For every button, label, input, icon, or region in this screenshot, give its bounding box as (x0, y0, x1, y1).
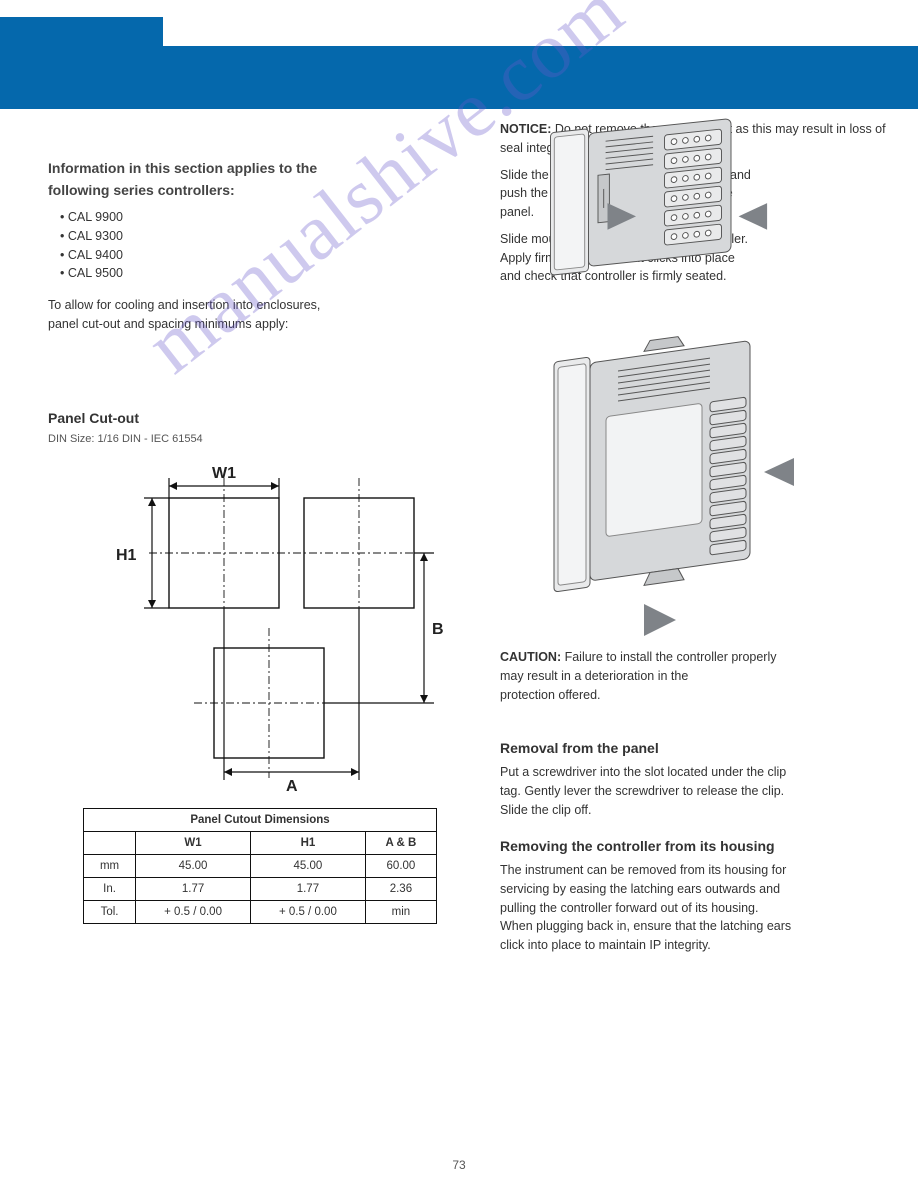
series-item: CAL 9400 (60, 246, 478, 265)
device-illustration-bottom (540, 336, 800, 636)
col-h1: H1 (250, 832, 365, 855)
removing-l5: click into place to maintain IP integrit… (500, 938, 711, 952)
table-cell: 2.36 (365, 878, 436, 901)
allow-l2: panel cut-out and spacing minimums apply… (48, 317, 288, 331)
removing-title: Removing the controller from its housing (500, 836, 900, 857)
caution-block: CAUTION: Failure to install the controll… (500, 648, 900, 712)
table-cell: In. (84, 878, 136, 901)
col-blank (84, 832, 136, 855)
table-cell: 60.00 (365, 855, 436, 878)
table-cell: mm (84, 855, 136, 878)
section-headline: Information in this section applies to t… (48, 158, 317, 201)
table-cell: 45.00 (250, 855, 365, 878)
removing-l4: When plugging back in, ensure that the l… (500, 919, 791, 933)
header-bar (0, 46, 918, 109)
table-cell: + 0.5 / 0.00 (136, 901, 251, 924)
removing-l3: pulling the controller forward out of it… (500, 901, 758, 915)
caution-t2: may result in a deterioration in the (500, 669, 688, 683)
panel-cutout-title: Panel Cut-out (48, 408, 478, 429)
caution-label: CAUTION: (500, 650, 561, 664)
table-cell: + 0.5 / 0.00 (250, 901, 365, 924)
label-b: B (432, 621, 444, 638)
device-illustration-top (540, 110, 770, 300)
removing-l1: The instrument can be removed from its h… (500, 863, 786, 877)
label-h1: H1 (116, 547, 137, 564)
headline-line2: following series controllers: (48, 182, 235, 198)
table-cell: 1.77 (136, 878, 251, 901)
removing-l2: servicing by easing the latching ears ou… (500, 882, 780, 896)
removal-l1: Put a screwdriver into the slot located … (500, 765, 786, 779)
cutout-table: Panel Cutout Dimensions W1 H1 A & B mm 4… (83, 808, 437, 924)
label-a: A (286, 778, 298, 795)
table-cell: min (365, 901, 436, 924)
table-cell: 1.77 (250, 878, 365, 901)
col-ab: A & B (365, 832, 436, 855)
table-title: Panel Cutout Dimensions (84, 809, 437, 832)
col-w1: W1 (136, 832, 251, 855)
removal-l3: Slide the clip off. (500, 803, 592, 817)
caution-t1: Failure to install the controller proper… (565, 650, 777, 664)
allow-l1: To allow for cooling and insertion into … (48, 298, 320, 312)
series-item: CAL 9900 (60, 208, 478, 227)
caution-t3: protection offered. (500, 688, 601, 702)
headline-line1: Information in this section applies to t… (48, 160, 317, 176)
removal-text: Put a screwdriver into the slot located … (500, 763, 900, 819)
allow-text: To allow for cooling and insertion into … (48, 296, 478, 334)
series-list: CAL 9900 CAL 9300 CAL 9400 CAL 9500 (60, 208, 478, 283)
series-item: CAL 9300 (60, 227, 478, 246)
removing-text: The instrument can be removed from its h… (500, 861, 900, 955)
page-number: 73 (0, 1158, 918, 1172)
slide-l3: panel. (500, 205, 534, 219)
series-item: CAL 9500 (60, 264, 478, 283)
removal-l2: tag. Gently lever the screwdriver to rel… (500, 784, 784, 798)
panel-cutout-figure: W1 H1 B (94, 458, 434, 796)
table-cell: 45.00 (136, 855, 251, 878)
din-size: DIN Size: 1/16 DIN - IEC 61554 (48, 431, 478, 448)
label-w1: W1 (212, 465, 236, 482)
table-cell: Tol. (84, 901, 136, 924)
removal-title: Removal from the panel (500, 738, 900, 759)
